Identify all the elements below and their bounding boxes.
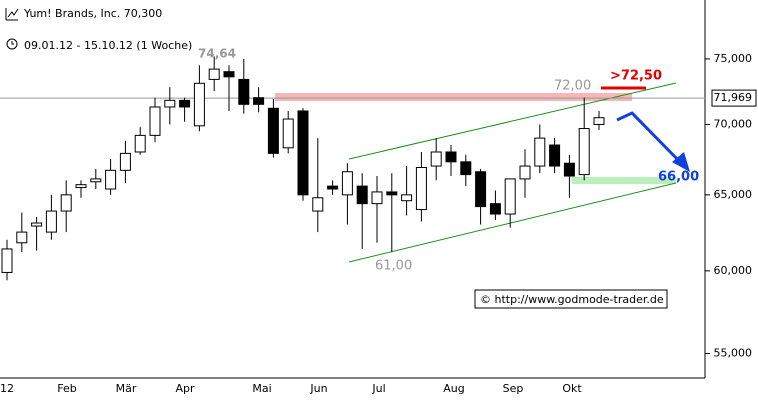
y-tick-label: 60,000 [714,264,753,277]
y-tick-label: 65,000 [714,188,753,201]
x-tick-label: Jun [309,382,327,395]
chart-icon [5,8,19,21]
low-label: 61,00 [375,259,412,274]
candle-body [312,197,324,212]
candle-body [1,248,13,273]
candle-body [504,178,516,215]
support-zone [572,177,676,184]
candle-body [386,191,398,196]
candle-body [341,171,353,196]
candle-body [179,99,191,108]
candle-body [327,185,339,190]
candle-body [401,194,413,202]
candle-body [460,161,472,176]
chart-subtitle: 09.01.12 - 15.10.12 (1 Woche) [24,39,192,52]
copyright-box [474,289,668,309]
candle-body [75,184,87,189]
x-tick-label: Sep [503,382,524,395]
candle-body [208,68,220,80]
clock-icon [6,38,18,50]
candle-body [223,71,235,78]
candle-body [549,144,561,167]
forecast-arrow [616,111,686,168]
candle-body [45,210,57,233]
y-tick-label: 55,000 [714,347,753,360]
arrow-head [672,152,690,172]
candle-body [297,110,309,196]
candle-body [430,151,442,167]
candle-body [445,151,457,163]
x-tick-label: Mär [116,382,137,395]
chart-title: Yum! Brands, Inc. 70,300 [23,7,162,20]
target-label: >72,50 [610,69,662,84]
last-price-box [711,89,757,107]
candle-body [164,99,176,108]
candle-body [475,171,487,208]
y-tick-label: 75,000 [714,52,753,65]
clock-hand [11,41,14,45]
x-tick-label: Apr [175,382,195,395]
candle-body [563,162,575,177]
x-tick-label: Feb [57,382,76,395]
candle-body [149,106,161,136]
last-price-label: 71,969 [714,91,753,104]
x-tick-label: Jul [371,382,385,395]
candle-body [60,194,72,212]
candle-body [578,128,590,176]
candle-body [593,117,605,125]
candle-body [134,134,146,153]
lower-channel [348,182,677,263]
candle-body [16,231,28,244]
support-label: 66,00 [658,170,699,185]
candle-body [519,165,531,180]
y-tick-label: 70,000 [714,117,753,130]
candle-body [90,178,102,183]
high-label: 74,64 [198,47,236,61]
resistance-zone [275,93,632,101]
x-tick-label: Mai [252,382,271,395]
high2-label: 72,00 [554,79,591,94]
candle-body [534,137,546,167]
candle-body [356,185,368,205]
x-tick-label: Aug [443,382,464,395]
candle-body [31,222,43,227]
upper-channel [348,82,677,160]
x-tick-label: 12 [0,382,14,395]
candle-body [415,166,427,211]
candle-body [489,203,501,215]
candle-body [282,118,294,149]
candle-body [253,97,265,105]
candle-body [193,82,205,127]
copyright: © http://www.godmode-trader.de [480,293,664,306]
candle-body [238,78,250,105]
candle-body [267,107,279,154]
candle-body [371,191,383,205]
candle-body [105,169,117,190]
x-tick-label: Okt [562,382,582,395]
candle-body [119,152,131,171]
